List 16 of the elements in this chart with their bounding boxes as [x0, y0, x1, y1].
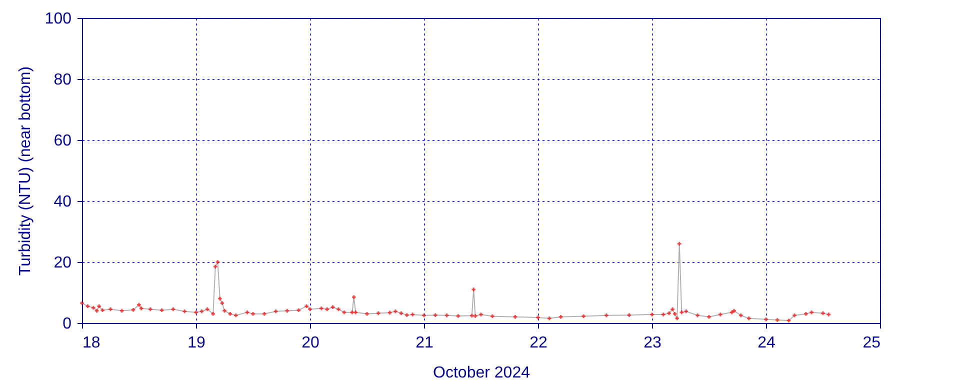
- x-tick-label: 22: [530, 334, 548, 352]
- x-tick-label: 19: [188, 334, 206, 352]
- y-tick-label: 40: [54, 194, 72, 210]
- x-tick-label: 23: [644, 334, 662, 352]
- y-tick-label: 100: [44, 10, 72, 28]
- x-tick-label: 18: [82, 334, 100, 352]
- y-axis-title: Turbidity (NTU) (near bottom): [16, 66, 34, 276]
- x-tick-label: 21: [416, 334, 434, 352]
- y-tick-label: 60: [54, 132, 72, 150]
- y-tick-label: 80: [54, 72, 72, 88]
- y-tick-label: 20: [54, 254, 72, 272]
- y-tick-label: 0: [62, 316, 72, 332]
- x-axis-title: October 2024: [433, 364, 530, 382]
- x-tick-label: 20: [302, 334, 320, 352]
- x-tick-label: 25: [862, 334, 881, 352]
- x-tick-label: 24: [758, 334, 776, 352]
